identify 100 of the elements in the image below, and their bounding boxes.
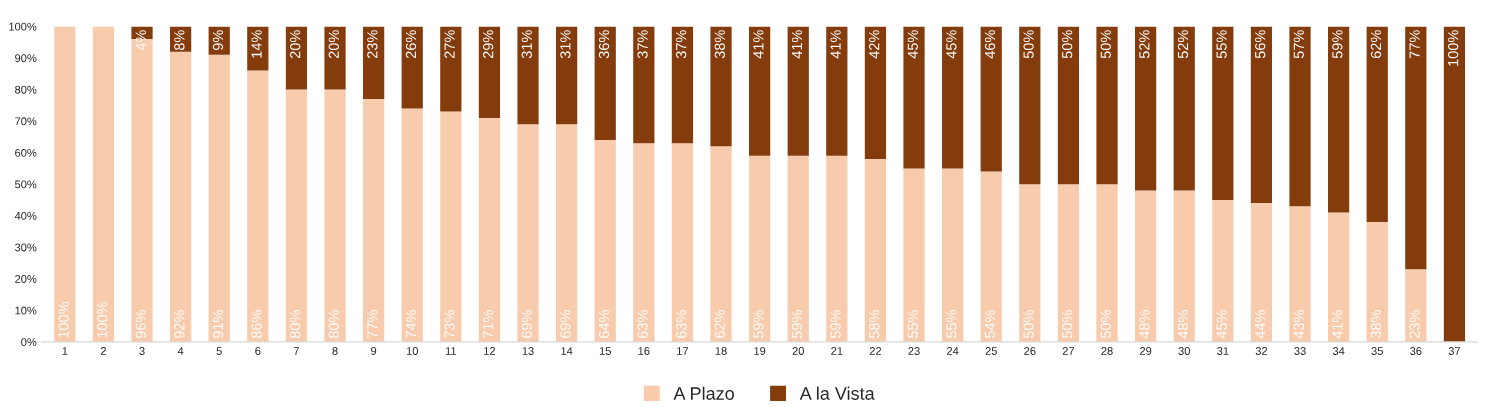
data-label: 20% [290, 30, 301, 59]
data-label: 38% [1370, 310, 1382, 339]
bar [92, 26, 115, 342]
bar [1173, 190, 1195, 342]
data-label: 8% [174, 30, 185, 51]
bar [440, 26, 462, 112]
data-label: 50% [1100, 310, 1111, 339]
data-label: 26% [405, 30, 417, 59]
data-label: 71% [483, 310, 494, 338]
data-label: 41% [830, 30, 841, 59]
bar [903, 26, 925, 169]
bar [517, 124, 539, 342]
bar [1366, 222, 1388, 342]
data-label: 80% [328, 310, 339, 339]
data-label: 92% [174, 310, 185, 339]
bar [1212, 199, 1234, 342]
bar [1096, 184, 1118, 342]
data-label: 73% [444, 310, 455, 338]
x-tick-label: 10 [406, 347, 418, 355]
data-label: 48% [1139, 310, 1150, 339]
bar [787, 155, 809, 342]
data-label: 54% [984, 310, 996, 339]
data-label: 50% [1062, 30, 1073, 59]
data-label: 86% [251, 310, 262, 339]
bar [363, 99, 385, 342]
x-tick-label: 33 [1294, 347, 1306, 355]
bar [787, 26, 809, 156]
bar [980, 171, 1002, 342]
bar [903, 168, 925, 342]
data-label: 58% [869, 310, 880, 339]
bar [1135, 26, 1157, 191]
x-tick-label: 21 [831, 347, 843, 355]
bar [942, 168, 964, 342]
data-label: 62% [1370, 30, 1382, 59]
bar [1057, 184, 1080, 342]
bar [671, 26, 694, 144]
bar [324, 89, 346, 342]
bar [594, 26, 616, 141]
data-label: 31% [521, 30, 532, 59]
data-label: 52% [1177, 30, 1189, 59]
bar [826, 155, 848, 342]
data-label: 23% [1409, 310, 1420, 338]
bar [324, 26, 346, 90]
y-tick-label: 20% [15, 275, 37, 283]
bar [1019, 184, 1041, 342]
data-label: 4% [135, 30, 146, 51]
y-tick-label: 60% [15, 148, 37, 157]
bar [1289, 26, 1311, 207]
bar [864, 158, 887, 342]
bar [1250, 26, 1273, 204]
y-tick-label: 10% [15, 306, 37, 315]
x-tick-label: 29 [1140, 347, 1152, 355]
data-label: 14% [251, 30, 262, 58]
bar [285, 89, 308, 342]
x-tick-label: 14 [561, 347, 573, 355]
data-label: 52% [1139, 30, 1150, 59]
x-tick-label: 7 [293, 347, 299, 355]
y-tick-label: 100% [9, 22, 37, 31]
data-label: 42% [869, 30, 880, 59]
x-tick-label: 2 [100, 347, 106, 355]
bar [1173, 26, 1195, 191]
data-label: 100% [58, 301, 69, 338]
x-tick-label: 30 [1178, 347, 1190, 355]
y-tick-label: 0% [21, 338, 37, 347]
bar [1250, 203, 1273, 342]
data-label: 96% [135, 310, 146, 339]
data-label: 55% [946, 310, 957, 339]
x-tick-label: 24 [947, 347, 959, 355]
x-tick-label: 26 [1024, 347, 1036, 355]
data-label: 44% [1255, 310, 1266, 339]
data-label: 64% [598, 310, 610, 338]
data-label: 63% [637, 310, 648, 338]
data-label: 63% [676, 310, 687, 338]
bar [517, 26, 539, 125]
bar [1366, 26, 1388, 223]
bar [478, 26, 501, 118]
x-tick-label: 4 [177, 347, 184, 355]
x-tick-label: 3 [139, 347, 145, 355]
data-label: 69% [521, 310, 532, 338]
data-label: 62% [714, 310, 725, 338]
x-tick-label: 18 [715, 347, 727, 355]
bar [749, 155, 771, 342]
data-label: 50% [1023, 30, 1034, 59]
data-label: 91% [212, 310, 224, 339]
legend-label: A Plazo [673, 386, 734, 400]
data-label: 9% [212, 30, 224, 50]
x-tick-label: 23 [908, 347, 920, 355]
x-tick-label: 34 [1332, 347, 1345, 355]
bar [478, 117, 501, 342]
data-label: 20% [328, 30, 339, 59]
data-label: 50% [1100, 30, 1111, 59]
data-label: 23% [367, 30, 378, 59]
x-tick-label: 35 [1371, 347, 1383, 355]
bar [633, 26, 655, 144]
data-label: 100% [1448, 30, 1459, 66]
bar [285, 26, 308, 90]
data-label: 77% [367, 310, 378, 338]
x-tick-label: 19 [754, 347, 766, 355]
bar [1135, 190, 1157, 342]
data-label: 80% [290, 310, 301, 339]
